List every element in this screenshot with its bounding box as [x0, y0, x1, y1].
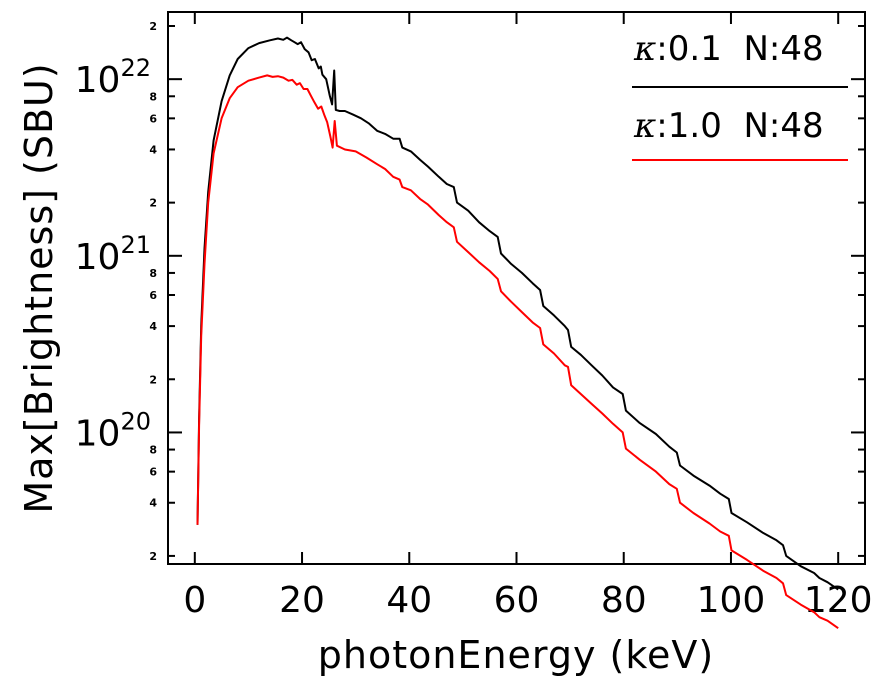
y-minor-label-4: 2	[149, 373, 157, 386]
x-tick-label-120: 120	[804, 580, 873, 621]
y-major-label-base: 10	[75, 413, 121, 454]
legend-label-1: κ:0.1 N:48	[633, 29, 824, 69]
y-major-label-exponent: 20	[120, 407, 151, 435]
y-minor-label-8: 2	[149, 197, 157, 210]
x-axis-ticks: 0 20 40 60 80 100 120	[183, 12, 873, 621]
series-group	[196, 36, 839, 630]
y-minor-label-0: 2	[149, 550, 157, 563]
y-major-label-exponent: 22	[120, 54, 151, 82]
legend-symbol-2: κ	[633, 106, 656, 146]
y-minor-label-3: 8	[149, 444, 157, 457]
y-major-label-20: 1020	[75, 407, 151, 454]
x-tick-label-100: 100	[697, 580, 766, 621]
x-axis-title: photonEnergy (keV)	[318, 633, 714, 677]
y-major-label-base: 10	[75, 60, 121, 101]
y-major-label-22: 1022	[75, 54, 151, 101]
y-minor-label-7: 8	[149, 267, 157, 280]
legend-symbol-1: κ	[633, 29, 656, 69]
x-tick-label-60: 60	[494, 580, 540, 621]
y-minor-label-10: 6	[149, 112, 157, 125]
legend-label-2: κ:1.0 N:48	[633, 106, 824, 146]
y-minor-label-5: 4	[149, 320, 157, 333]
plot-frame	[167, 11, 866, 565]
y-major-label-21: 1021	[75, 231, 151, 278]
y-minor-label-2: 6	[149, 466, 157, 479]
series-line-1	[196, 36, 839, 591]
legend-name-1: :0.1 N:48	[656, 29, 823, 69]
x-tick-label-80: 80	[601, 580, 647, 621]
y-major-label-exponent: 21	[120, 231, 151, 259]
y-minor-label-9: 4	[149, 143, 157, 156]
y-minor-label-6: 6	[149, 289, 157, 302]
y-axis-title: Max[Brightness] (SBU)	[17, 62, 61, 513]
series-line-2	[196, 74, 839, 630]
y-minor-label-12: 2	[149, 20, 157, 33]
x-tick-label-0: 0	[183, 580, 206, 621]
y-minor-label-1: 4	[149, 497, 157, 510]
x-tick-label-40: 40	[386, 580, 432, 621]
y-major-label-base: 10	[75, 237, 121, 278]
y-minor-label-11: 8	[149, 90, 157, 103]
legend: κ:0.1 N:48 κ:1.0 N:48	[632, 29, 848, 161]
legend-name-2: :1.0 N:48	[656, 106, 823, 146]
x-tick-label-20: 20	[279, 580, 325, 621]
